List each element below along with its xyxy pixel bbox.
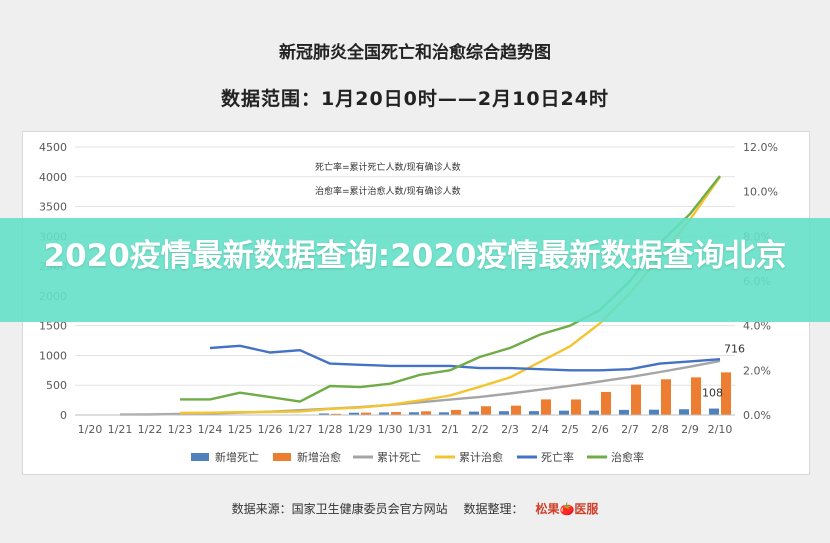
- y-tick-label: 4500: [39, 141, 67, 154]
- bar: [469, 411, 479, 415]
- x-tick-label: 2/9: [681, 423, 699, 436]
- bar: [391, 412, 401, 415]
- y-tick-label: 1000: [39, 349, 67, 362]
- y2-tick-label: 12.0%: [743, 141, 778, 154]
- legend-label: 新增治愈: [297, 450, 341, 464]
- annotation-text: 死亡率=累计死亡人数/现有确诊人数: [315, 161, 461, 173]
- bar: [511, 405, 521, 415]
- footer-organizer: 数据整理：: [463, 502, 524, 516]
- y-tick-label: 500: [46, 379, 67, 392]
- bar: [631, 384, 641, 415]
- x-tick-label: 1/29: [348, 423, 373, 436]
- y2-tick-label: 10.0%: [743, 186, 778, 199]
- y2-tick-label: 4.0%: [743, 320, 771, 333]
- footer: 数据来源：国家卫生健康委员会官方网站 数据整理： 松果🍅医服: [0, 500, 830, 517]
- x-tick-label: 1/23: [168, 423, 193, 436]
- bar: [679, 409, 689, 415]
- x-tick-label: 1/30: [378, 423, 403, 436]
- y2-tick-label: 0.0%: [743, 409, 771, 422]
- chart-title: 新冠肺炎全国死亡和治愈综合趋势图: [279, 43, 551, 63]
- data-label: 108: [702, 387, 723, 400]
- y-tick-label: 0: [60, 409, 67, 422]
- x-tick-label: 1/24: [198, 423, 223, 436]
- x-tick-label: 2/8: [651, 423, 669, 436]
- y-tick-label: 1500: [39, 320, 67, 333]
- legend-label: 治愈率: [611, 450, 644, 464]
- x-tick-label: 2/1: [441, 423, 459, 436]
- bar: [421, 411, 431, 415]
- annotation-text: 治愈率=累计治愈人数/现有确诊人数: [315, 185, 461, 197]
- x-tick-label: 2/5: [561, 423, 579, 436]
- x-tick-label: 2/2: [471, 423, 489, 436]
- x-tick-label: 1/27: [288, 423, 313, 436]
- bar: [601, 391, 611, 415]
- bar: [709, 408, 719, 415]
- series-line: [209, 344, 721, 372]
- legend-swatch: [273, 453, 291, 461]
- banner-title: 2020疫情最新数据查询:2020疫情最新数据查询北京: [43, 238, 787, 274]
- x-tick-label: 1/26: [258, 423, 283, 436]
- bar: [481, 406, 491, 415]
- legend-label: 死亡率: [541, 450, 574, 464]
- bar: [589, 410, 599, 415]
- bar: [379, 412, 389, 415]
- chart-subtitle: 数据范围：1月20日0时——2月10日24时: [221, 88, 609, 110]
- y2-tick-label: 2.0%: [743, 364, 771, 377]
- x-tick-label: 2/7: [621, 423, 639, 436]
- bar: [409, 412, 419, 415]
- bar: [451, 409, 461, 415]
- bar: [691, 377, 701, 415]
- footer-source: 数据来源：国家卫生健康委员会官方网站: [231, 502, 448, 516]
- y-tick-label: 3500: [39, 201, 67, 214]
- x-tick-label: 1/25: [228, 423, 253, 436]
- legend-label: 新增死亡: [215, 450, 259, 464]
- x-tick-label: 1/20: [78, 423, 103, 436]
- y-tick-label: 4000: [39, 171, 67, 184]
- bar: [619, 409, 629, 415]
- bar: [331, 413, 341, 415]
- bar: [529, 411, 539, 415]
- bar: [661, 379, 671, 415]
- x-tick-label: 2/4: [531, 423, 549, 436]
- bar: [499, 411, 509, 415]
- legend-label: 累计治愈: [459, 450, 503, 464]
- x-tick-label: 1/28: [318, 423, 343, 436]
- data-label: 716: [724, 342, 745, 355]
- x-tick-label: 2/10: [708, 423, 733, 436]
- bar: [361, 412, 371, 415]
- footer-logo: 松果🍅医服: [535, 502, 599, 516]
- legend-swatch: [191, 453, 209, 461]
- bar: [721, 372, 731, 415]
- x-tick-label: 1/31: [408, 423, 433, 436]
- legend-label: 累计死亡: [377, 450, 421, 464]
- bar: [649, 409, 659, 415]
- bar: [571, 399, 581, 415]
- x-tick-label: 2/6: [591, 423, 609, 436]
- bar: [319, 413, 329, 415]
- bar: [541, 399, 551, 415]
- bar: [349, 412, 359, 415]
- bar: [559, 410, 569, 415]
- overlay-banner: [0, 218, 830, 322]
- x-tick-label: 1/21: [108, 423, 133, 436]
- x-tick-label: 2/3: [501, 423, 519, 436]
- x-tick-label: 1/22: [138, 423, 163, 436]
- bar: [439, 412, 449, 415]
